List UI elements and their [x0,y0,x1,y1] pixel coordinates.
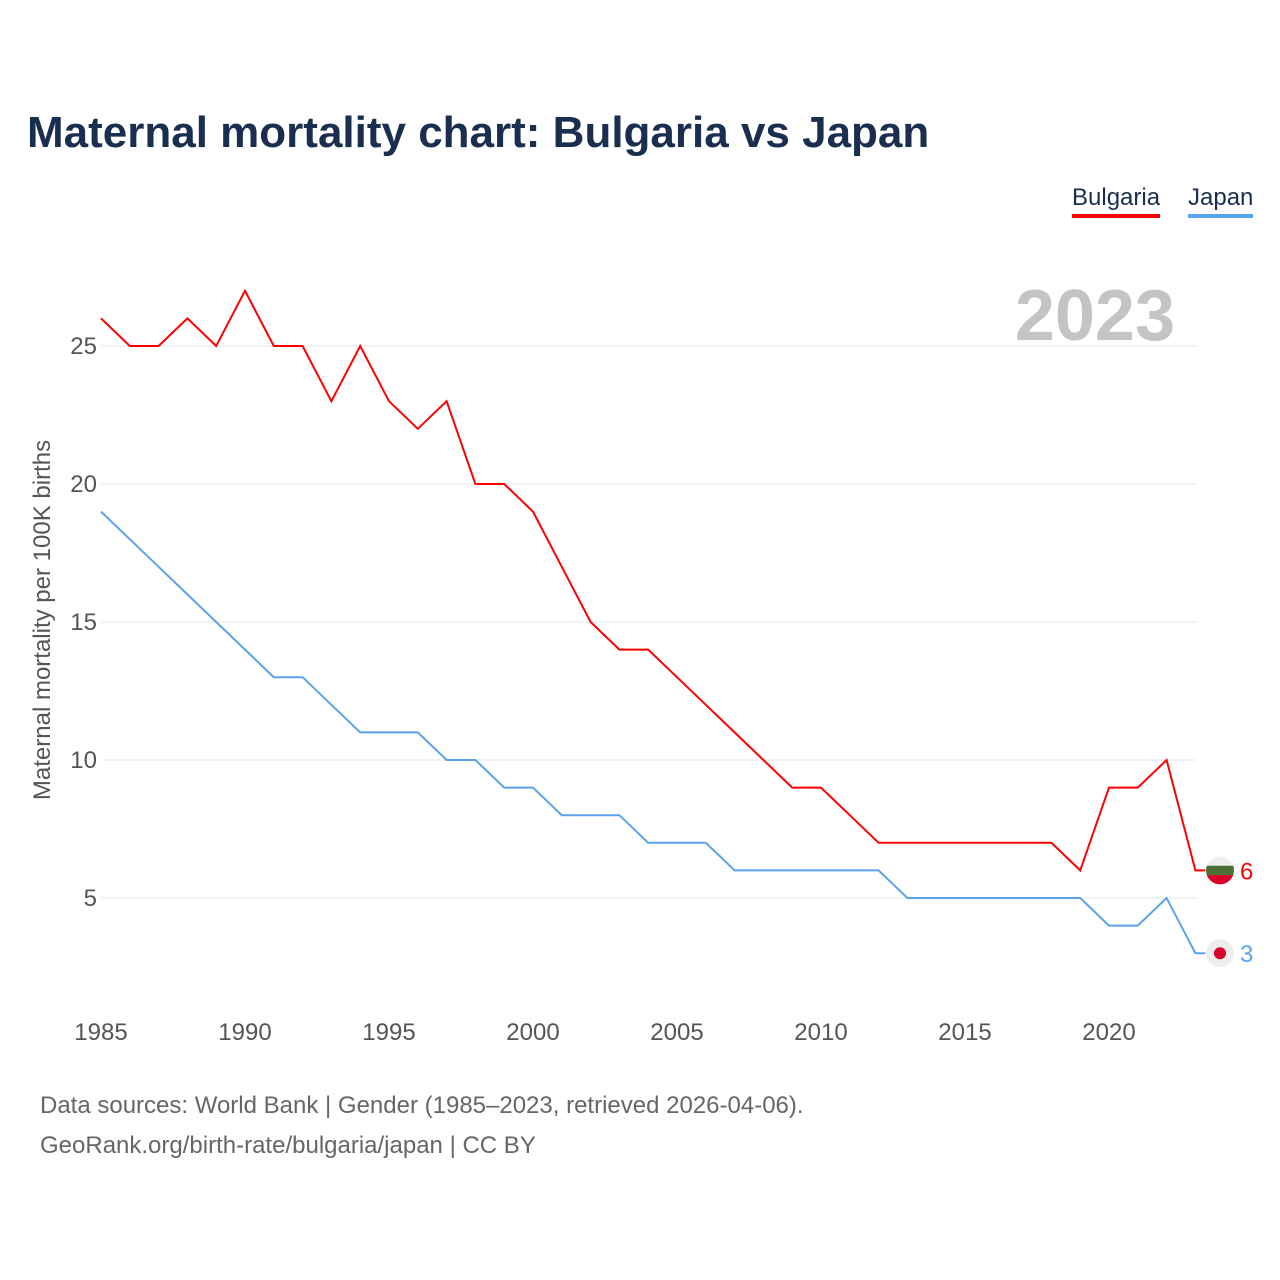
x-tick-label: 1985 [74,1019,127,1046]
y-tick-label: 5 [84,885,97,912]
japan-flag-icon [1206,939,1234,968]
y-tick-label: 15 [70,609,97,636]
end-value-label-bulgaria: 6 [1240,858,1253,885]
series-line-japan [100,510,1206,955]
y-tick-label: 20 [70,471,97,498]
series-line-bulgaria [100,288,1206,873]
x-tick-label: 2020 [1082,1019,1135,1046]
footer-sources: Data sources: World Bank | Gender (1985–… [40,1092,804,1119]
year-watermark: 2023 [1015,276,1175,356]
x-tick-label: 1990 [218,1019,271,1046]
chart-title: Maternal mortality chart: Bulgaria vs Ja… [27,108,930,157]
end-value-label-japan: 3 [1240,941,1253,968]
footer-link[interactable]: GeoRank.org/birth-rate/bulgaria/japan | … [40,1132,536,1159]
flag-stripe-red [1206,875,1234,885]
flag-sun [1214,947,1226,960]
flag-stripe-green [1206,865,1234,876]
y-tick-label: 25 [70,333,97,360]
legend-japan[interactable]: Japan [1188,184,1254,218]
x-tick-label: 1995 [362,1019,415,1046]
x-tick-label: 2010 [794,1019,847,1046]
y-axis-label: Maternal mortality per 100K births [29,440,56,800]
footer: Data sources: World Bank | Gender (1985–… [40,1086,804,1166]
flag-stripe-white [1206,856,1234,866]
x-tick-label: 2015 [938,1019,991,1046]
x-tick-label: 2005 [650,1019,703,1046]
bulgaria-flag-icon [1206,856,1234,885]
y-tick-label: 10 [70,747,97,774]
legend-bulgaria[interactable]: Bulgaria [1072,184,1161,218]
x-tick-label: 2000 [506,1019,559,1046]
